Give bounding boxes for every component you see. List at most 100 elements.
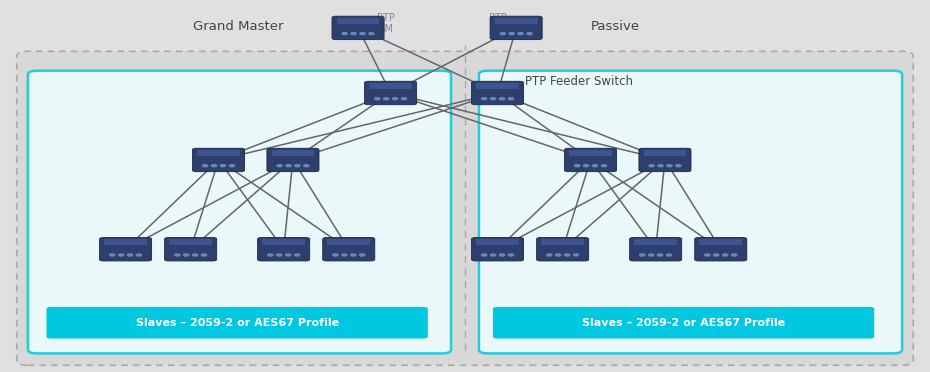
Circle shape [583,165,589,167]
Circle shape [110,254,114,256]
FancyBboxPatch shape [476,83,519,89]
Circle shape [295,254,299,256]
FancyBboxPatch shape [193,148,245,172]
FancyBboxPatch shape [337,18,379,24]
Circle shape [482,98,486,100]
Circle shape [500,33,505,35]
FancyBboxPatch shape [262,240,305,245]
FancyBboxPatch shape [100,238,152,261]
Circle shape [667,165,672,167]
FancyBboxPatch shape [699,240,742,245]
Circle shape [490,254,496,256]
FancyBboxPatch shape [639,148,691,172]
FancyBboxPatch shape [472,81,524,105]
FancyBboxPatch shape [565,148,617,172]
Circle shape [509,98,513,100]
Circle shape [732,254,737,256]
Circle shape [203,165,207,167]
Circle shape [383,98,389,100]
FancyBboxPatch shape [17,51,913,365]
FancyBboxPatch shape [365,81,417,105]
Circle shape [392,98,398,100]
Circle shape [127,254,133,256]
FancyBboxPatch shape [165,238,217,261]
Circle shape [713,254,719,256]
Circle shape [649,165,654,167]
Circle shape [499,254,505,256]
FancyBboxPatch shape [479,71,902,353]
Circle shape [648,254,654,256]
Circle shape [286,165,291,167]
Circle shape [658,165,663,167]
Circle shape [574,254,578,256]
Circle shape [723,254,728,256]
FancyBboxPatch shape [495,18,538,24]
FancyBboxPatch shape [267,148,319,172]
Circle shape [490,98,496,100]
FancyBboxPatch shape [569,150,612,156]
Circle shape [286,254,291,256]
FancyBboxPatch shape [104,240,147,245]
Circle shape [351,33,356,35]
Circle shape [575,165,579,167]
Circle shape [341,254,347,256]
Circle shape [402,98,406,100]
Circle shape [360,254,365,256]
Circle shape [220,165,226,167]
Circle shape [369,33,374,35]
Circle shape [518,33,524,35]
FancyBboxPatch shape [634,240,677,245]
FancyBboxPatch shape [493,307,874,339]
Circle shape [565,254,570,256]
Text: PTP
GM: PTP GM [488,13,507,34]
Circle shape [175,254,179,256]
FancyBboxPatch shape [28,71,451,353]
FancyBboxPatch shape [537,238,589,261]
Circle shape [592,165,598,167]
Circle shape [602,165,606,167]
Circle shape [268,254,272,256]
FancyBboxPatch shape [472,238,524,261]
FancyBboxPatch shape [490,16,542,40]
FancyBboxPatch shape [369,83,412,89]
Circle shape [351,254,356,256]
Circle shape [118,254,124,256]
Circle shape [667,254,671,256]
FancyBboxPatch shape [332,16,384,40]
Circle shape [202,254,206,256]
Circle shape [304,165,309,167]
Circle shape [676,165,681,167]
FancyBboxPatch shape [644,150,686,156]
Circle shape [230,165,234,167]
Text: Slaves – 2059-2 or AES67 Profile: Slaves – 2059-2 or AES67 Profile [136,318,339,328]
FancyBboxPatch shape [197,150,240,156]
Circle shape [482,254,486,256]
FancyBboxPatch shape [46,307,428,339]
Circle shape [527,33,532,35]
Circle shape [277,165,282,167]
Circle shape [342,33,347,35]
Circle shape [183,254,189,256]
Text: Passive: Passive [591,20,640,32]
Circle shape [658,254,663,256]
Circle shape [295,165,300,167]
Circle shape [509,33,514,35]
Text: Grand Master: Grand Master [193,20,284,32]
Circle shape [375,98,379,100]
Circle shape [547,254,551,256]
Circle shape [193,254,198,256]
Text: Slaves – 2059-2 or AES67 Profile: Slaves – 2059-2 or AES67 Profile [582,318,785,328]
Circle shape [640,254,644,256]
Circle shape [509,254,513,256]
Circle shape [211,165,217,167]
FancyBboxPatch shape [272,150,314,156]
Circle shape [705,254,710,256]
Circle shape [360,33,365,35]
FancyBboxPatch shape [258,238,310,261]
Text: PTP Feeder Switch: PTP Feeder Switch [525,76,633,88]
Circle shape [276,254,282,256]
Circle shape [333,254,338,256]
Text: PTP
GM: PTP GM [377,13,395,34]
Circle shape [137,254,141,256]
FancyBboxPatch shape [476,240,519,245]
